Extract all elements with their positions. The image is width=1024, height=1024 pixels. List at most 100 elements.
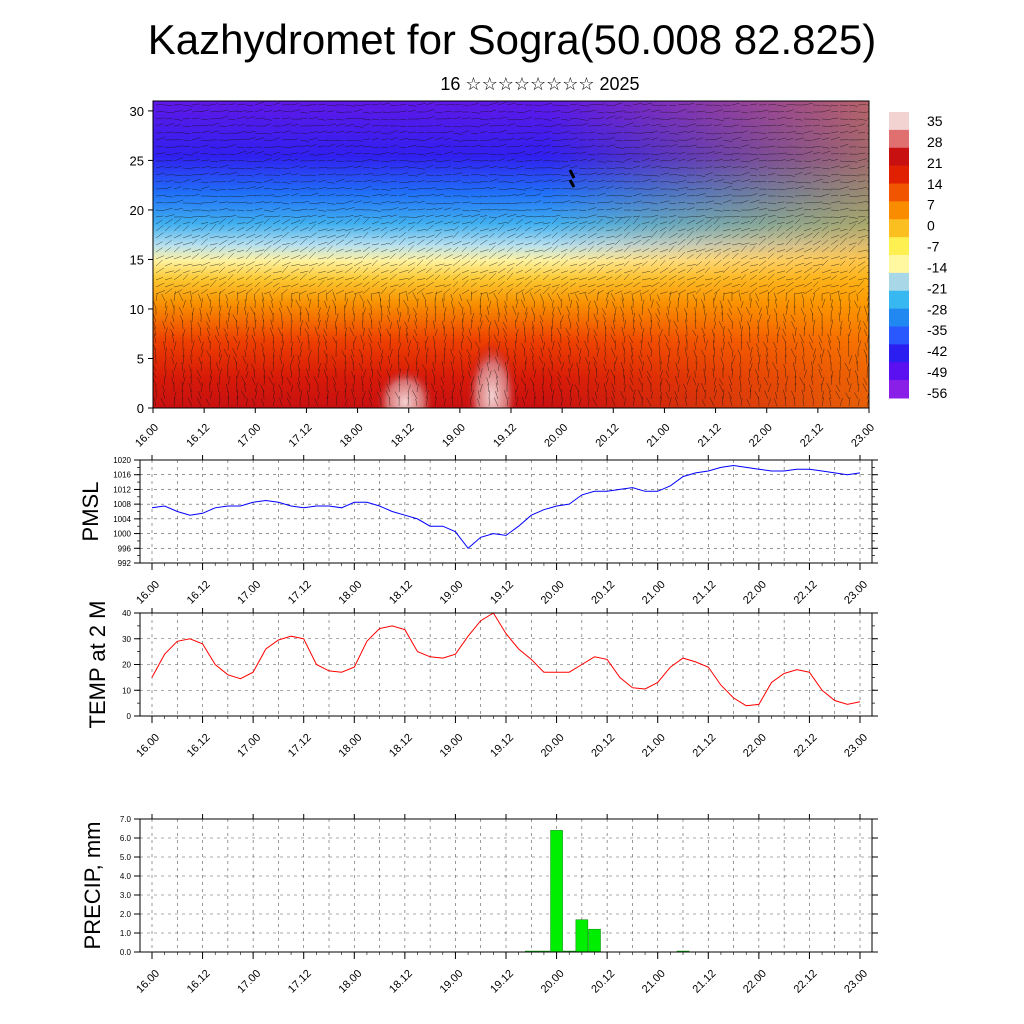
wind-barb xyxy=(560,225,570,232)
wind-barb xyxy=(532,363,535,372)
wind-barb xyxy=(317,153,326,155)
wind-barb xyxy=(269,327,274,337)
wind-barb xyxy=(776,207,786,211)
wind-barb xyxy=(173,124,181,127)
wind-barb xyxy=(677,356,680,365)
wind-barb xyxy=(614,284,624,288)
wind-barb xyxy=(821,225,829,232)
wind-barb xyxy=(353,256,364,260)
wind-barb xyxy=(190,328,193,337)
colorbar-label: -21 xyxy=(927,280,947,296)
wind-barb xyxy=(182,355,185,365)
wind-barb xyxy=(524,268,532,274)
wind-barb xyxy=(209,130,219,134)
y-tick-label: 1012 xyxy=(113,485,131,494)
wind-barb xyxy=(488,370,492,379)
wind-barb xyxy=(641,109,651,113)
wind-barb xyxy=(704,248,714,253)
wind-barb xyxy=(317,186,327,190)
wind-barb xyxy=(686,219,696,225)
wind-barb xyxy=(520,377,526,386)
wind-barb xyxy=(686,102,695,106)
wind-barb xyxy=(200,222,209,225)
wind-barb xyxy=(623,291,632,295)
wind-barb xyxy=(587,241,595,246)
wind-barb xyxy=(290,220,301,225)
wind-barb xyxy=(263,260,271,267)
wind-barb xyxy=(866,118,869,120)
wind-barb xyxy=(443,111,452,113)
wind-barb xyxy=(712,368,715,379)
wind-barb xyxy=(371,221,379,225)
wind-barb xyxy=(533,151,542,155)
wind-barb xyxy=(551,123,562,127)
wind-barb xyxy=(731,110,741,113)
wind-barb xyxy=(353,228,363,232)
wind-barb xyxy=(326,152,335,155)
wind-barb xyxy=(596,202,607,204)
wind-barb xyxy=(182,159,192,162)
wind-barb xyxy=(749,125,758,128)
wind-barb xyxy=(299,264,309,267)
wind-barb xyxy=(638,389,643,400)
wind-barb xyxy=(812,137,821,141)
wind-barb xyxy=(416,342,419,351)
wind-barb xyxy=(398,375,401,386)
wind-barb xyxy=(695,215,705,218)
wind-barb xyxy=(704,313,707,323)
wind-barb xyxy=(290,255,301,260)
wind-barb xyxy=(830,263,840,267)
wind-barb xyxy=(623,104,632,107)
wind-barb xyxy=(206,293,211,302)
wind-barb xyxy=(182,369,185,379)
wind-barb xyxy=(596,179,606,183)
wind-barb xyxy=(344,282,353,288)
wind-barb xyxy=(605,284,614,288)
colorbar-swatch xyxy=(889,308,909,327)
wind-barb xyxy=(452,267,461,274)
wind-barb xyxy=(866,243,869,246)
wind-barb xyxy=(191,238,198,246)
wind-barb xyxy=(718,320,724,330)
wind-barb xyxy=(839,217,846,225)
wind-barb xyxy=(632,239,641,246)
wind-barb xyxy=(767,269,775,274)
wind-barb xyxy=(335,123,345,127)
wind-barb xyxy=(388,293,391,302)
wind-barb xyxy=(533,284,542,288)
wind-barb xyxy=(704,267,710,274)
wind-barb xyxy=(386,383,391,393)
wind-barb xyxy=(605,242,615,246)
wind-barb xyxy=(515,188,526,191)
wind-barb xyxy=(611,347,616,358)
wind-barb xyxy=(695,110,705,113)
wind-barb xyxy=(326,228,334,232)
wind-barb xyxy=(263,132,272,135)
wind-barb xyxy=(380,349,384,358)
wind-barb xyxy=(515,160,524,163)
wind-barb xyxy=(641,116,650,120)
wind-barb xyxy=(344,151,352,155)
wind-barb xyxy=(414,320,418,330)
wind-barb xyxy=(587,289,596,295)
wind-barb xyxy=(839,260,846,267)
wind-barb xyxy=(461,165,472,169)
wind-barb xyxy=(551,217,559,225)
wind-barb xyxy=(785,225,794,232)
wind-barb xyxy=(371,167,380,170)
wind-barb xyxy=(164,335,167,344)
wind-barb xyxy=(785,187,795,190)
wind-barb xyxy=(173,110,183,113)
wind-barb xyxy=(740,242,750,246)
wind-barb xyxy=(740,291,749,295)
wind-barb xyxy=(263,253,270,260)
wind-barb xyxy=(614,340,617,351)
wind-barb xyxy=(812,178,823,183)
wind-barb xyxy=(722,292,732,295)
colorbar-swatch xyxy=(889,255,909,274)
wind-barb xyxy=(677,269,686,274)
wind-barb xyxy=(668,215,677,218)
wind-barb xyxy=(857,200,868,204)
wind-barb xyxy=(728,391,733,400)
